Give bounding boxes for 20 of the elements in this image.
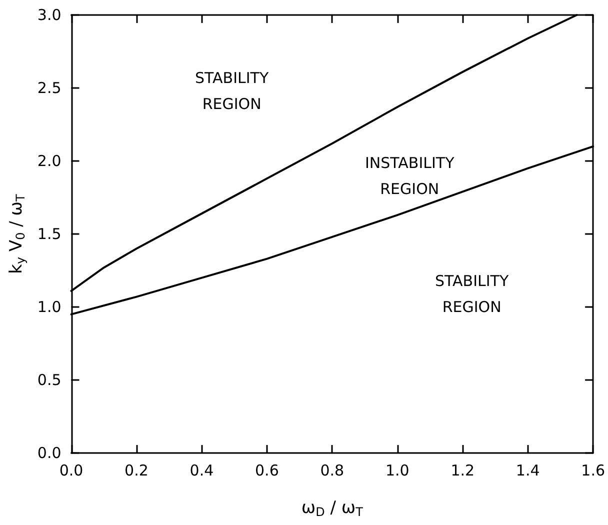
x-tick-label: 0.0 <box>59 462 84 480</box>
x-tick-label: 0.4 <box>190 462 214 480</box>
y-tick-label: 2.0 <box>37 152 62 170</box>
x-tick-label: 0.6 <box>255 462 279 480</box>
y-tick-label: 0.0 <box>37 444 62 462</box>
y-tick-label: 1.0 <box>37 298 62 316</box>
x-tick-label: 0.8 <box>320 462 344 480</box>
annotation: STABILITY REGION <box>194 69 270 113</box>
y-axis-title: ky V0 / ωT <box>6 193 28 274</box>
y-tick-label: 2.5 <box>37 79 62 97</box>
y-tick-label: 3.0 <box>37 6 62 24</box>
x-tick-label: 1.0 <box>385 462 410 480</box>
y-tick-label: 0.5 <box>37 371 62 389</box>
x-tick-label: 1.2 <box>450 462 475 480</box>
y-tick-label: 1.5 <box>37 225 62 243</box>
x-tick-label: 1.6 <box>581 462 605 480</box>
annotation: STABILITY REGION <box>434 272 510 316</box>
x-tick-label: 1.4 <box>516 462 540 480</box>
x-tick-label: 0.2 <box>124 462 148 480</box>
annotation: INSTABILITY REGION <box>365 154 456 198</box>
